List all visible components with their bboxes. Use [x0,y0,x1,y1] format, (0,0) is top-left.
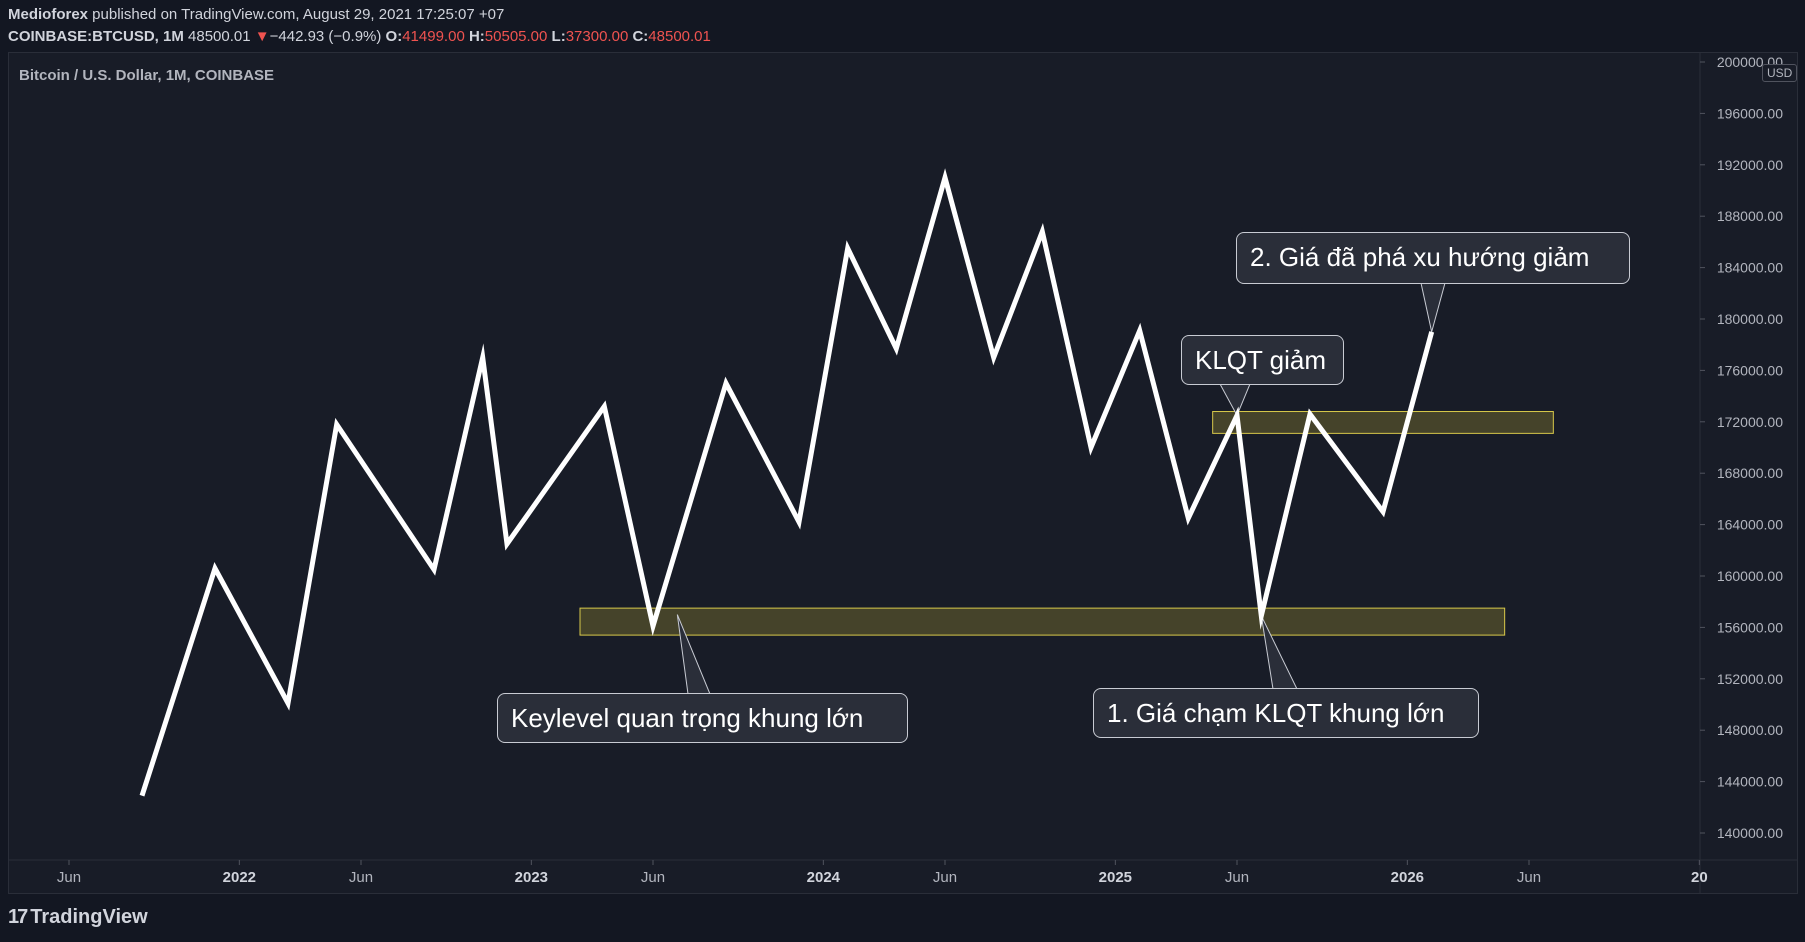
publisher-name[interactable]: Medioforex [8,6,89,23]
down-arrow-icon: ▼ [254,28,270,45]
y-tick-label: 184000.00 [1717,260,1783,276]
price-change: −442.93 (−0.9%) [269,28,382,45]
close-label: C: [632,28,649,45]
footer-brand: TradingView [30,906,148,928]
tradingview-footer[interactable]: 17 TradingView [8,906,148,929]
y-tick-label: 156000.00 [1717,619,1783,635]
x-tick-label: Jun [641,869,665,886]
y-tick-label: 172000.00 [1717,414,1783,430]
last-price: 48500.01 [188,28,251,45]
x-tick-label: Jun [933,869,957,886]
tradingview-logo-icon: 17 [8,906,28,928]
x-tick-label: Jun [57,869,81,886]
x-tick-label: Jun [349,869,373,886]
symbol-info-bar: COINBASE:BTCUSD, 1M 48500.01 ▼−442.93 (−… [8,28,711,45]
symbol-label[interactable]: COINBASE:BTCUSD, 1M [8,28,184,45]
y-tick-label: 164000.00 [1717,517,1783,533]
x-tick-label: 2022 [223,869,256,886]
annotation-klqt-down[interactable]: KLQT giảm [1181,335,1344,385]
high-label: H: [468,28,485,45]
callout-pointer-2 [1219,383,1251,417]
currency-badge[interactable]: USD [1762,64,1798,82]
y-tick-label: 152000.00 [1717,671,1783,687]
y-tick-label: 192000.00 [1717,157,1783,173]
callout-pointer-layer [676,282,1446,695]
x-tick-label: 2023 [515,869,548,886]
price-line [139,168,1435,797]
annotation-break-trend[interactable]: 2. Giá đã phá xu hướng giảm [1236,232,1630,284]
y-tick-label: 196000.00 [1717,105,1783,121]
y-tick-label: 160000.00 [1717,568,1783,584]
y-tick-label: 168000.00 [1717,465,1783,481]
y-tick-label: 144000.00 [1717,774,1783,790]
x-tick-label: 2025 [1099,869,1132,886]
high-value: 50505.00 [484,28,548,45]
publish-info: Medioforex published on TradingView.com,… [8,6,504,23]
callout-pointer-3 [1420,282,1446,332]
x-tick-label: 2026 [1391,869,1424,886]
low-label: L: [551,28,566,45]
x-tick-label: Jun [1517,869,1541,886]
annotation-keylevel[interactable]: Keylevel quan trọng khung lớn [497,693,908,743]
x-tick-label: 20 [1691,869,1708,886]
x-tick-label: 2024 [807,869,841,886]
y-tick-label: 180000.00 [1717,311,1783,327]
keylevel-zone-0 [579,607,1506,636]
chart-panel[interactable] [8,52,1798,894]
instrument-title: Bitcoin / U.S. Dollar, 1M, COINBASE [19,67,275,84]
annotation-touch-keylevel[interactable]: 1. Giá chạm KLQT khung lớn [1093,688,1479,738]
low-value: 37300.00 [565,28,629,45]
open-label: O: [385,28,403,45]
publish-text: published on TradingView.com, August 29,… [88,6,505,23]
y-tick-label: 148000.00 [1717,722,1783,738]
close-value: 48500.01 [648,28,711,45]
zone-layer [579,411,1554,636]
x-tick-label: Jun [1225,869,1249,886]
axis-layer: 200000.00196000.00192000.00188000.001840… [8,52,1798,893]
y-tick-label: 188000.00 [1717,208,1783,224]
keylevel-zone-1 [1212,411,1554,434]
series-layer [139,168,1435,797]
y-tick-label: 140000.00 [1717,825,1783,841]
y-tick-label: 176000.00 [1717,362,1783,378]
open-value: 41499.00 [402,28,465,45]
